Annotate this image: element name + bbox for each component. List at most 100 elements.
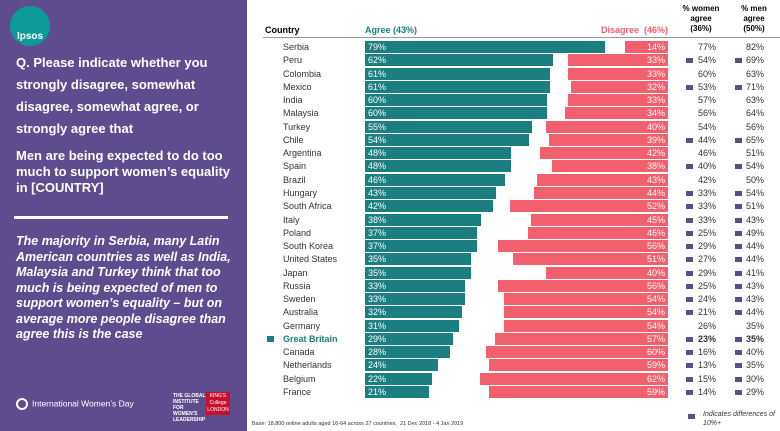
disagree-bar <box>552 160 668 173</box>
country-label: Germany <box>283 320 321 331</box>
diff-marker <box>735 376 742 382</box>
legend-agree: Agree (43%) <box>365 25 418 35</box>
column-value: 56% <box>746 121 765 132</box>
agree-label: 46% <box>368 174 387 185</box>
diff-marker <box>735 390 742 396</box>
column-value: 35% <box>746 320 765 331</box>
agree-bar <box>365 147 511 160</box>
agree-bar <box>365 186 496 199</box>
diff-marker <box>686 297 693 303</box>
agree-label: 62% <box>368 55 387 66</box>
agree-label: 55% <box>368 121 387 132</box>
base-note: Base: 18,800 online adults aged 16-64 ac… <box>252 421 464 427</box>
disagree-label: 40% <box>646 121 665 132</box>
logo: Ipsos <box>10 6 50 46</box>
agree-bar <box>365 200 493 213</box>
country-label: Chile <box>283 134 304 145</box>
iwd-logo: International Women’s Day <box>16 398 134 410</box>
agree-bar <box>365 386 429 399</box>
column-value: 33% <box>698 187 717 198</box>
agree-bar <box>365 107 548 120</box>
statement: Men are being expected to do too much to… <box>16 148 231 195</box>
column-value: 82% <box>746 42 765 52</box>
disagree-bar <box>549 133 668 146</box>
disagree-bar <box>488 386 668 399</box>
disagree-label: 33% <box>646 68 665 79</box>
diff-marker <box>735 310 742 316</box>
disagree-bar <box>567 54 668 67</box>
disagree-label: 39% <box>646 134 665 145</box>
agree-label: 32% <box>368 307 387 318</box>
column-header: % men agree (50%) <box>741 4 767 33</box>
column-value: 44% <box>746 241 765 252</box>
agree-bar <box>365 279 466 292</box>
agree-label: 29% <box>368 333 387 344</box>
diff-marker <box>735 84 742 90</box>
column-value: 54% <box>746 161 765 172</box>
diff-marker <box>735 363 742 369</box>
column-value: 43% <box>746 214 765 225</box>
diff-marker <box>735 190 742 196</box>
column-value: 63% <box>746 95 765 106</box>
column-value: 71% <box>746 81 765 92</box>
column-value: 41% <box>746 267 765 278</box>
diff-marker <box>686 230 693 236</box>
diff-marker <box>686 244 693 250</box>
iwd-text: International Women’s Day <box>32 398 134 409</box>
disagree-label: 33% <box>646 95 665 106</box>
agree-bar <box>365 240 478 253</box>
country-label: United States <box>283 254 338 265</box>
disagree-bar <box>567 94 668 107</box>
country-label: Netherlands <box>283 360 332 371</box>
disagree-label: 54% <box>646 320 665 331</box>
diff-marker <box>686 270 693 276</box>
diff-marker <box>735 230 742 236</box>
agree-bar <box>365 346 451 359</box>
agree-bar <box>365 226 478 239</box>
country-label: Italy <box>283 214 300 225</box>
agree-label: 37% <box>368 227 387 238</box>
question: Q. Please indicate whether you strongly … <box>16 55 208 136</box>
agree-label: 31% <box>368 320 387 331</box>
country-label: Argentina <box>283 148 322 159</box>
column-value: 30% <box>746 373 765 384</box>
country-label: Serbia <box>283 42 310 52</box>
disagree-label: 43% <box>646 174 665 185</box>
column-value: 40% <box>698 161 717 172</box>
column-value: 50% <box>746 174 765 185</box>
country-label: Canada <box>283 347 315 358</box>
column-value: 15% <box>698 373 717 384</box>
disagree-bar <box>497 279 668 292</box>
column-value: 60% <box>698 68 717 79</box>
agree-label: 54% <box>368 134 387 145</box>
disagree-bar <box>494 332 668 345</box>
disagree-bar <box>479 372 668 385</box>
diff-marker <box>735 244 742 250</box>
disagree-label: 62% <box>646 373 665 384</box>
diff-marker <box>735 283 742 289</box>
country-label: Russia <box>283 280 311 291</box>
country-label: Australia <box>283 307 319 318</box>
disagree-label: 38% <box>646 161 665 172</box>
disagree-bar <box>503 293 668 306</box>
diff-legend: Indicates differences of 10%+ <box>703 411 775 427</box>
agree-bar <box>365 41 606 53</box>
diff-marker <box>686 336 693 342</box>
disagree-label: 40% <box>646 267 665 278</box>
diff-marker <box>686 84 693 90</box>
disagree-bar <box>625 41 668 53</box>
divider <box>14 216 228 219</box>
agree-label: 43% <box>368 187 387 198</box>
agree-bar <box>365 372 432 385</box>
diff-marker <box>735 270 742 276</box>
gi-logo: THE GLOBAL INSTITUTE FOR WOMEN’S LEADERS… <box>173 393 206 423</box>
diff-marker <box>686 350 693 356</box>
diff-marker <box>735 204 742 210</box>
disagree-label: 45% <box>646 214 665 225</box>
column-value: 65% <box>746 134 765 145</box>
column-value: 33% <box>698 201 717 212</box>
column-value: 29% <box>698 267 717 278</box>
column-header: Country <box>265 25 300 35</box>
agree-label: 79% <box>368 42 387 52</box>
